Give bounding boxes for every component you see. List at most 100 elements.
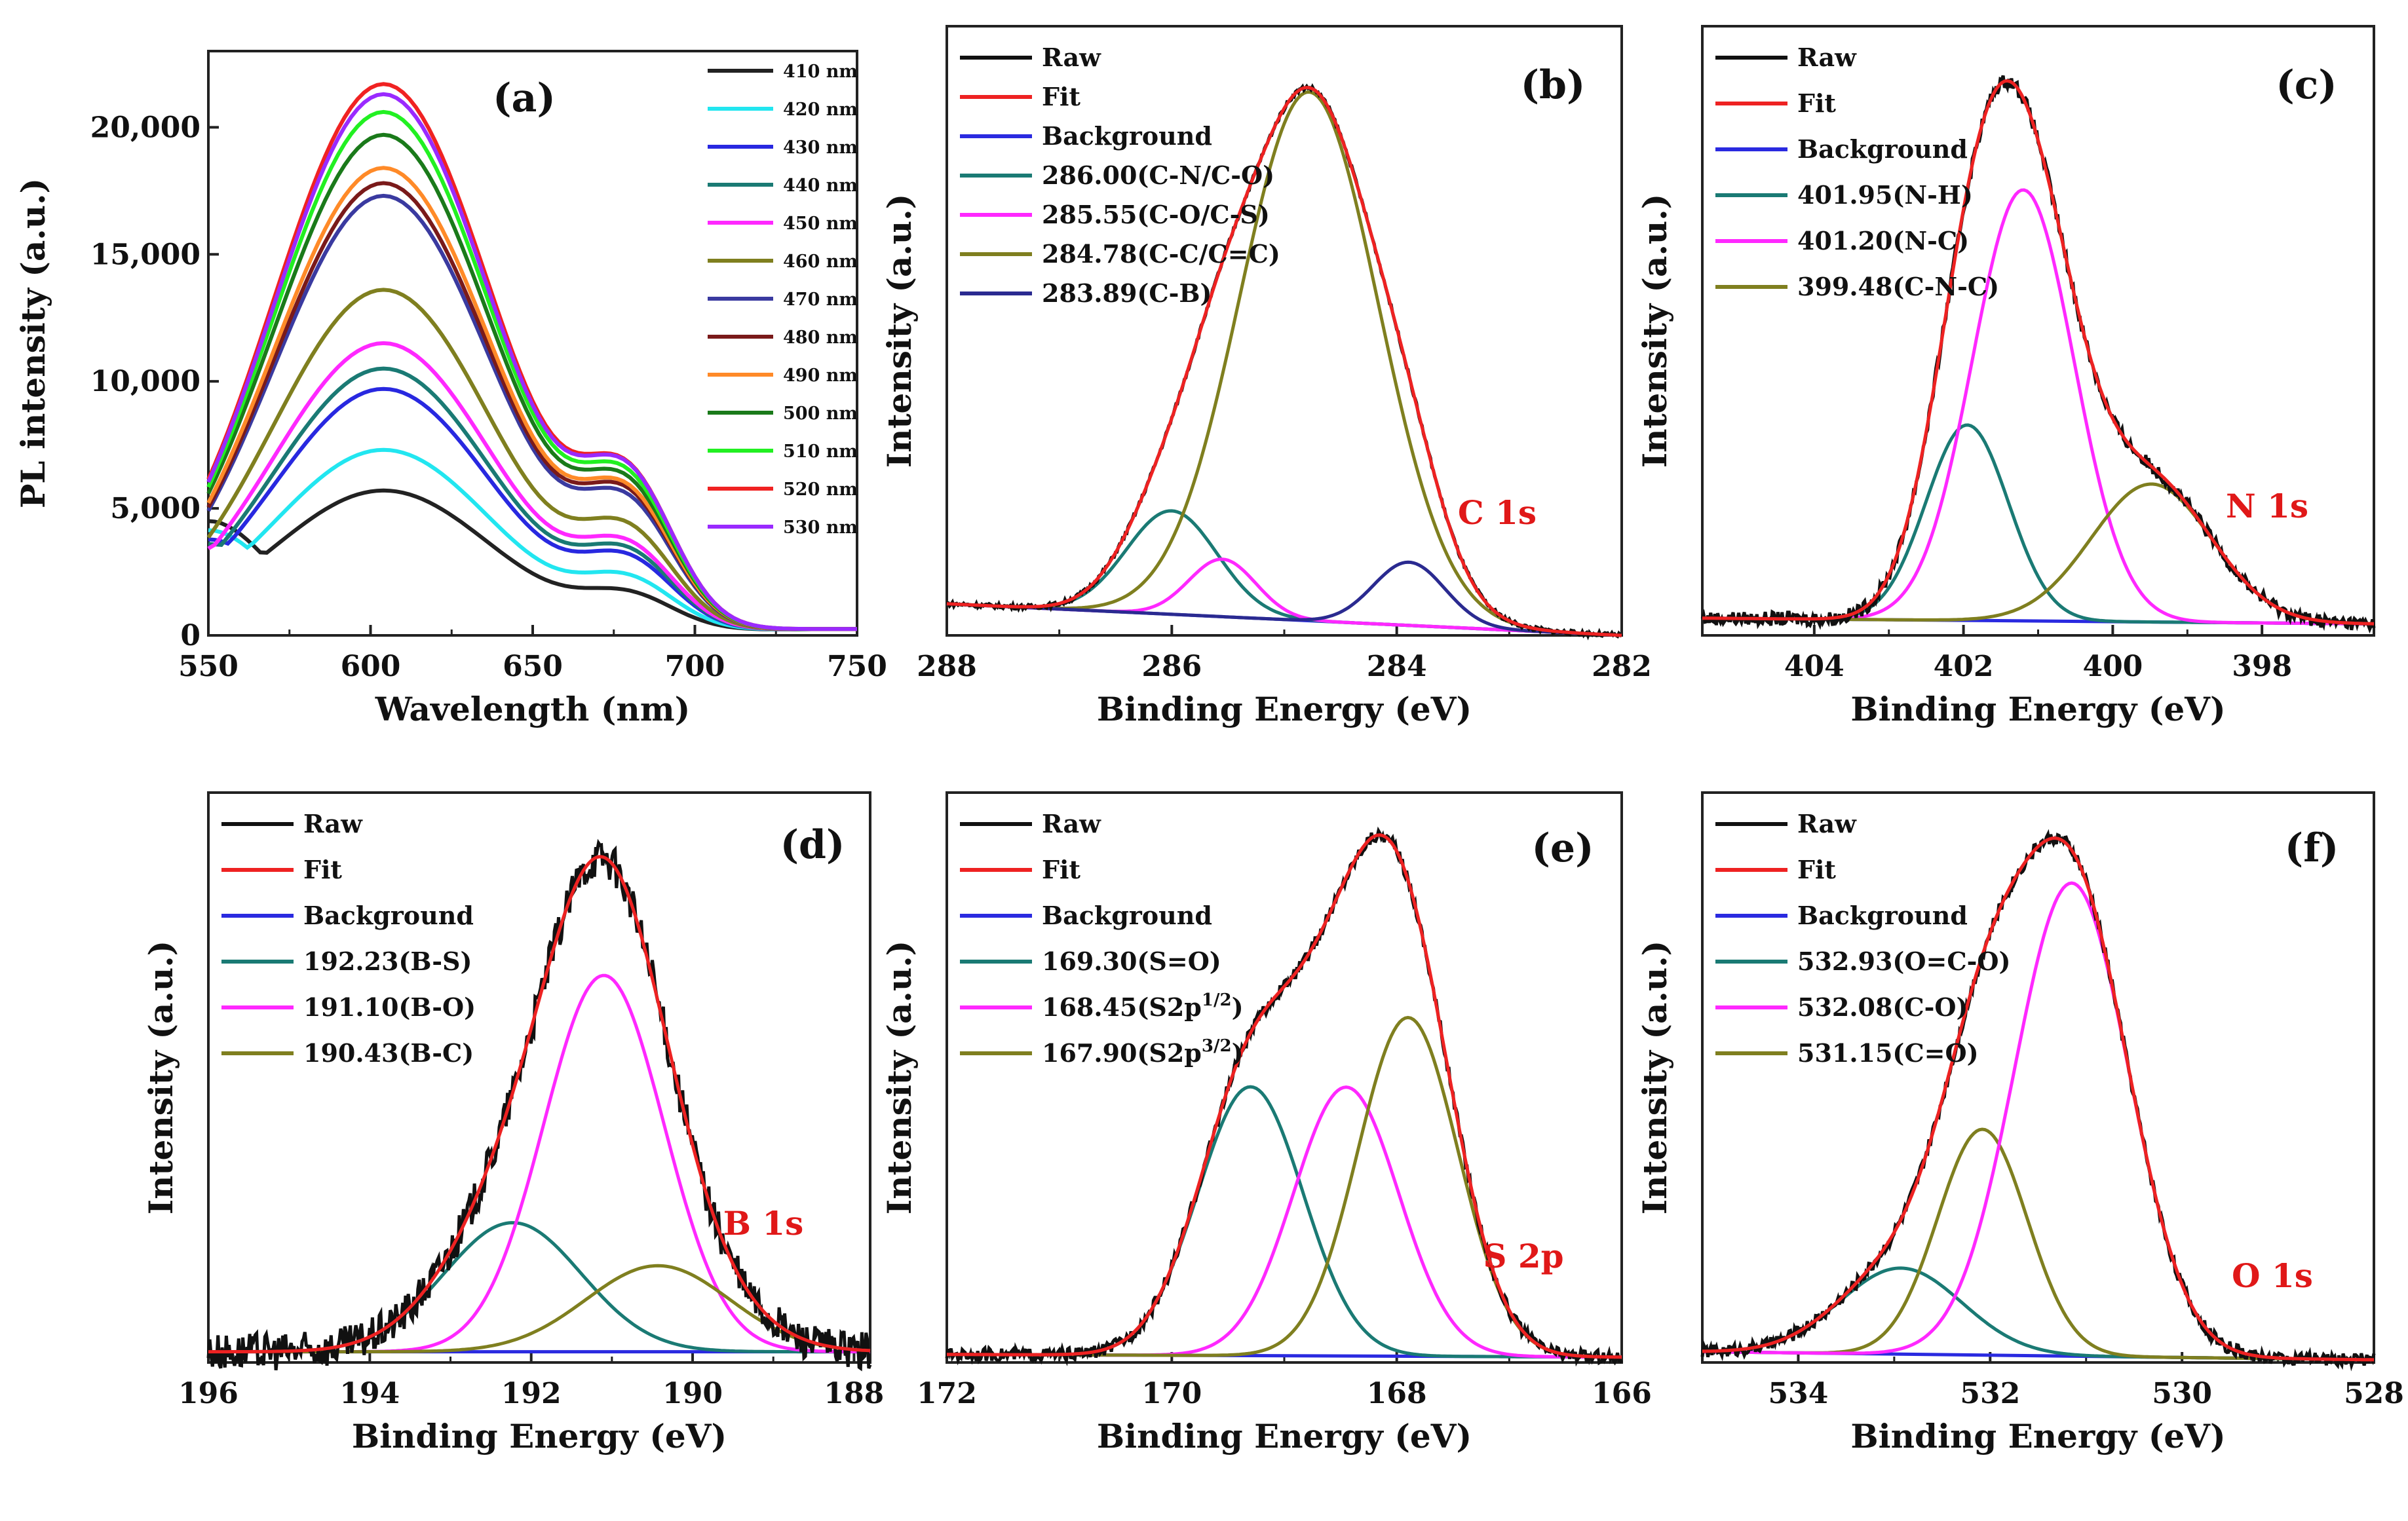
- legend-label: 530 nm: [783, 517, 858, 538]
- series-line-520-nm: [206, 82, 857, 631]
- x-tick-label: 650: [503, 650, 563, 683]
- plot-frame: [946, 25, 1623, 637]
- x-tick-label: 534: [1768, 1377, 1828, 1410]
- legend-label: Raw: [303, 809, 363, 838]
- legend-label: Fit: [1797, 855, 1836, 884]
- legend-label: Fit: [1797, 88, 1836, 118]
- legend-label: Raw: [1042, 43, 1101, 72]
- y-tick-label: 15,000: [90, 238, 201, 271]
- x-tick-label: 282: [1592, 650, 1652, 683]
- element-label: N 1s: [2226, 487, 2308, 525]
- y-tick-label: 0: [180, 619, 201, 652]
- legend-label: Fit: [1042, 82, 1080, 111]
- y-axis-title: Intensity (a.u.): [1635, 194, 1674, 468]
- x-axis-title: Binding Energy (eV): [1097, 690, 1472, 728]
- legend-label: 532.08(C-O): [1797, 992, 1968, 1022]
- series-line-530-nm: [206, 92, 857, 631]
- legend-label: 480 nm: [783, 328, 858, 348]
- legend-label: 168.45(S2p1/2): [1042, 990, 1244, 1022]
- legend-label: 192.23(B-S): [303, 947, 472, 976]
- x-axis-title: Wavelength (nm): [375, 690, 691, 728]
- legend-label: 510 nm: [783, 441, 858, 462]
- x-tick-label: 530: [2152, 1377, 2212, 1410]
- legend-label: 284.78(C-C/C=C): [1042, 239, 1280, 269]
- legend-label: 283.89(C-B): [1042, 278, 1212, 308]
- component-peak-190.43: [208, 1264, 871, 1354]
- legend-label: 410 nm: [783, 62, 858, 82]
- legend-label-sup: 3/2: [1202, 1036, 1232, 1056]
- x-tick-label: 286: [1141, 650, 1202, 683]
- panel-label: (a): [493, 75, 556, 121]
- panel-label: (c): [2276, 62, 2337, 108]
- x-tick-label: 402: [1934, 650, 1994, 683]
- fit-line: [946, 86, 1622, 637]
- legend-label: 286.00(C-N/C-O): [1042, 160, 1274, 190]
- legend-label: Background: [1797, 134, 1968, 164]
- x-tick-label: 532: [1960, 1377, 2020, 1410]
- x-tick-label: 284: [1367, 650, 1427, 683]
- y-tick-label: 5,000: [110, 492, 201, 525]
- element-label: C 1s: [1458, 493, 1537, 532]
- legend-label: Background: [1797, 901, 1968, 930]
- x-axis-title: Binding Energy (eV): [1850, 1417, 2225, 1455]
- plot-frame: [1701, 791, 2375, 1364]
- legend-label: Background: [1042, 901, 1212, 930]
- y-axis-title: Intensity (a.u.): [880, 194, 919, 468]
- legend-label: 532.93(O=C-O): [1797, 947, 2010, 976]
- fit-line: [1702, 79, 2375, 626]
- series-line-420-nm: [208, 447, 857, 631]
- legend-label: 440 nm: [783, 176, 858, 196]
- raw-data-line: [945, 826, 1624, 1367]
- x-tick-label: 550: [178, 650, 239, 683]
- chart-panel-f: 534 532 530 528 Binding Energy (eV) Intensity…: [1635, 791, 2404, 1455]
- legend-label: 470 nm: [783, 290, 858, 310]
- legend-label: 450 nm: [783, 214, 858, 234]
- y-axis-title: PL intensity (a.u.): [14, 178, 52, 508]
- element-label: S 2p: [1483, 1237, 1563, 1275]
- y-axis-title: Intensity (a.u.): [142, 941, 180, 1215]
- plot-frame: [207, 791, 871, 1364]
- y-axis-title: Intensity (a.u.): [1635, 941, 1674, 1215]
- component-peak-167.9: [947, 1015, 1622, 1359]
- y-axis-title: Intensity (a.u.): [880, 941, 919, 1215]
- legend-label: 430 nm: [783, 138, 858, 158]
- component-peak-168.45: [947, 1085, 1622, 1359]
- x-axis-title: Binding Energy (eV): [1850, 690, 2225, 728]
- x-tick-label: 528: [2344, 1377, 2404, 1410]
- legend-label: 399.48(C-N-C): [1797, 272, 1999, 301]
- legend-label: 500 nm: [783, 404, 858, 424]
- y-tick-label: 20,000: [90, 111, 201, 144]
- legend-label: 191.10(B-O): [303, 992, 476, 1022]
- y-tick-label: 10,000: [90, 365, 201, 398]
- legend-label: Raw: [1042, 809, 1101, 838]
- fit-line: [1702, 836, 2375, 1362]
- legend-label: 490 nm: [783, 366, 858, 386]
- legend-label: 401.20(N-C): [1797, 226, 1969, 255]
- x-tick-label: 196: [178, 1377, 239, 1410]
- legend-label: 401.95(N-H): [1797, 180, 1973, 210]
- chart-panel-b: 288 286 284 282 Binding Energy (eV) Intensity…: [880, 25, 1652, 728]
- x-tick-label: 700: [665, 650, 725, 683]
- legend-label: Background: [1042, 121, 1212, 151]
- x-axis-title: Binding Energy (eV): [1097, 1417, 1472, 1455]
- legend-label: Fit: [1042, 855, 1080, 884]
- legend-label: Raw: [1797, 809, 1857, 838]
- x-tick-label: 188: [824, 1377, 884, 1410]
- chart-panel-e: 172 170 168 166 Binding Energy (eV) Intensity…: [880, 791, 1652, 1455]
- x-tick-label: 404: [1784, 650, 1844, 683]
- legend-label-base: 168.45(S2p: [1042, 992, 1202, 1022]
- raw-data-line: [1700, 829, 2376, 1372]
- x-tick-label: 400: [2082, 650, 2143, 683]
- panel-label: (d): [780, 822, 845, 868]
- x-tick-label: 288: [917, 650, 977, 683]
- x-tick-label: 170: [1141, 1377, 1202, 1410]
- legend-label-tail: ): [1232, 1038, 1244, 1068]
- legend-label: Raw: [1797, 43, 1857, 72]
- legend-label: 169.30(S=O): [1042, 947, 1221, 976]
- x-axis-title: Binding Energy (eV): [352, 1417, 727, 1455]
- series-line-460-nm: [206, 288, 858, 631]
- x-tick-label: 166: [1592, 1377, 1652, 1410]
- x-tick-label: 190: [662, 1377, 723, 1410]
